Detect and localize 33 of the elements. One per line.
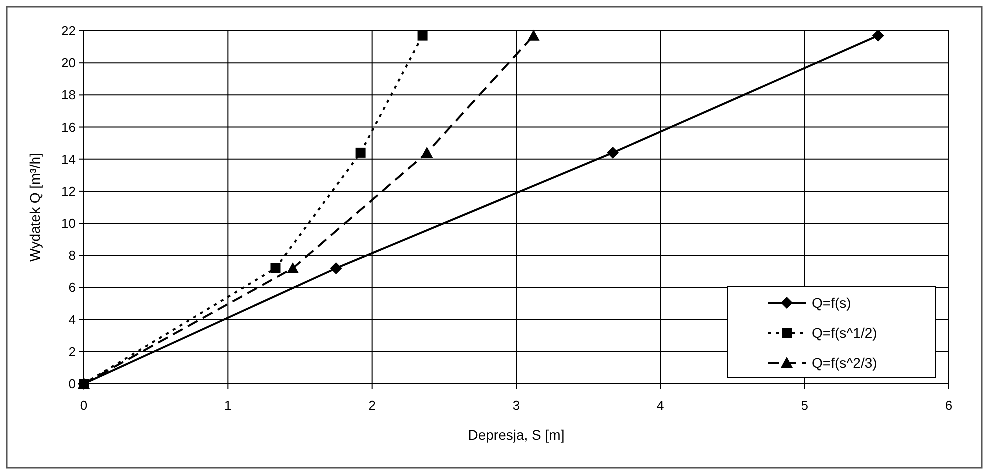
x-tick-label: 2: [368, 398, 376, 413]
point: [528, 30, 540, 41]
y-tick-label: 0: [68, 376, 76, 392]
y-tick-label: 6: [68, 280, 76, 296]
x-tick-label: 3: [512, 398, 520, 413]
legend-label: Q=f(s): [812, 295, 852, 311]
y-tick-label: 16: [62, 120, 76, 135]
point: [270, 263, 281, 274]
legend-label: Q=f(s^2/3): [812, 355, 878, 371]
legend-label: Q=f(s^1/2): [812, 325, 878, 341]
x-tick-label: 6: [945, 398, 953, 413]
point: [607, 146, 620, 159]
y-tick-label: 22: [62, 24, 76, 38]
point: [872, 30, 884, 42]
y-tick-label: 18: [62, 88, 76, 103]
point: [330, 262, 342, 274]
point: [356, 148, 366, 158]
y-tick-label: 2: [68, 344, 76, 360]
x-tick-label: 0: [80, 398, 88, 413]
point: [421, 146, 434, 158]
y-tick-label: 14: [62, 152, 76, 167]
y-tick-label: 20: [62, 56, 76, 71]
x-tick-label: 1: [224, 398, 232, 413]
y-tick-label: 8: [68, 248, 76, 264]
x-tick-label: 4: [657, 398, 664, 413]
x-tick-label: 5: [801, 398, 808, 413]
x-axis-title: Depresja, S [m]: [468, 427, 565, 443]
point: [287, 262, 300, 274]
y-tick-label: 10: [62, 216, 76, 232]
y-axis-title: Wydatek Q [m³/h]: [27, 153, 43, 262]
y-tick-label: 12: [62, 184, 76, 199]
point: [418, 30, 428, 41]
y-tick-label: 4: [68, 312, 76, 328]
